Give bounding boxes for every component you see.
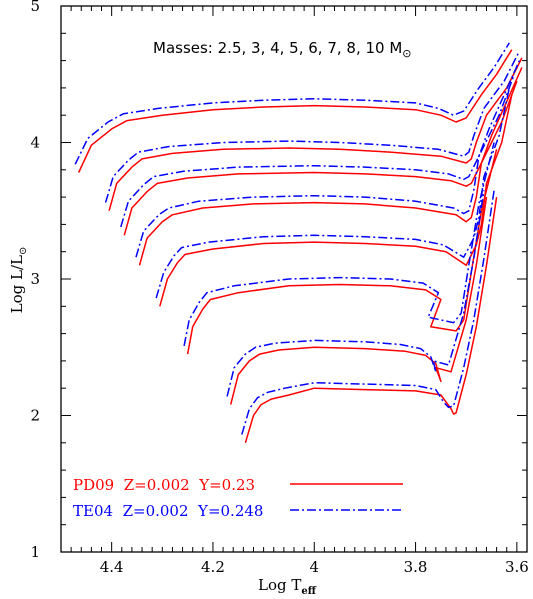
track-te04-6 [135, 74, 516, 258]
y-tick-label: 1 [30, 543, 40, 561]
masses-annotation-text: Masses: 2.5, 3, 4, 5, 6, 7, 8, 10 M [153, 39, 402, 57]
x-tick-label: 4 [309, 558, 319, 576]
track-te04-3 [226, 190, 485, 397]
y-tick-label: 3 [30, 270, 40, 288]
track-te04-2.5 [241, 190, 495, 435]
x-tick-label: 3.6 [505, 558, 529, 576]
x-axis-label-text: Log T [258, 576, 301, 594]
plot-frame [60, 5, 528, 553]
x-tick-label: 3.8 [404, 558, 428, 576]
y-axis-label-sub: ⊙ [18, 247, 29, 255]
legend-label-te04: TE04 Z=0.002 Y=0.248 [73, 502, 263, 520]
x-axis-label-sub: eff [301, 586, 316, 597]
masses-annotation: Masses: 2.5, 3, 4, 5, 6, 7, 8, 10 M⊙ [153, 39, 412, 60]
track-pd09-2.5 [244, 196, 498, 444]
track-te04-10 [74, 42, 510, 165]
track-pd09-3 [229, 196, 488, 405]
axis-ticks [61, 5, 528, 553]
y-tick-labels: 1 2 3 4 5 [30, 0, 40, 561]
masses-annotation-sub: ⊙ [402, 47, 411, 60]
track-pd09-7 [123, 67, 523, 236]
x-axis-label: Log Teff [258, 576, 317, 597]
x-tick-label: 4.4 [100, 558, 124, 576]
x-tick-label: 4.2 [201, 558, 225, 576]
y-tick-label: 5 [30, 0, 40, 15]
evolutionary-tracks [74, 42, 523, 444]
y-tick-label: 4 [30, 134, 40, 152]
legend-label-pd09: PD09 Z=0.002 Y=0.23 [73, 476, 255, 494]
track-pd09-8 [108, 57, 523, 212]
track-pd09-5 [159, 94, 513, 307]
track-pd09-10 [78, 49, 513, 173]
x-tick-labels: 4.4 4.2 4 3.8 3.6 [100, 558, 529, 576]
y-axis-label-text: Log L/L [8, 255, 26, 313]
track-te04-7 [120, 60, 521, 228]
track-te04-5 [155, 87, 511, 299]
track-pd09-6 [138, 80, 518, 266]
track-te04-4 [183, 142, 495, 347]
y-tick-label: 2 [30, 407, 40, 425]
legend: PD09 Z=0.002 Y=0.23 TE04 Z=0.002 Y=0.248 [73, 476, 403, 520]
track-te04-8 [104, 50, 521, 203]
y-axis-label: Log L/L⊙ [8, 247, 29, 314]
